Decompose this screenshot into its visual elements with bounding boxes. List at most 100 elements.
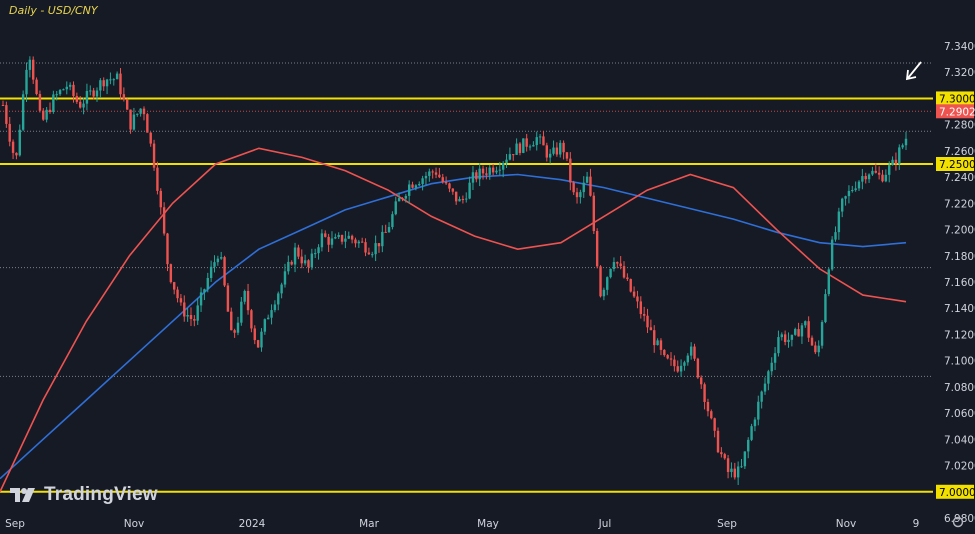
candle-body-199 bbox=[669, 358, 673, 360]
candle-body-127 bbox=[428, 171, 431, 176]
candle-body-223 bbox=[750, 426, 753, 440]
candle-body-194 bbox=[653, 330, 656, 346]
candle-body-188 bbox=[632, 291, 636, 297]
candle-body-136 bbox=[458, 199, 461, 202]
candle-body-175 bbox=[589, 176, 592, 196]
candle-body-112 bbox=[377, 243, 381, 247]
candle-body-83 bbox=[280, 284, 283, 294]
candle-body-249 bbox=[837, 211, 841, 233]
y-tick-label-14: 7.0600 bbox=[944, 408, 975, 420]
candle-body-216 bbox=[726, 458, 730, 472]
candle-body-11 bbox=[38, 94, 42, 111]
y-tick-label-6: 7.2200 bbox=[944, 198, 975, 210]
candle-body-30 bbox=[102, 80, 105, 87]
x-tick-label-2: 2024 bbox=[239, 518, 266, 530]
candle-body-77 bbox=[260, 331, 263, 348]
candle-body-204 bbox=[686, 355, 690, 363]
x-tick-label-1: Nov bbox=[124, 518, 145, 530]
candle-body-47 bbox=[159, 190, 162, 208]
candle-body-124 bbox=[418, 183, 421, 186]
tradingview-watermark: TradingView bbox=[8, 484, 158, 506]
candle-body-17 bbox=[58, 90, 62, 95]
candle-body-241 bbox=[810, 337, 814, 346]
candle-body-36 bbox=[122, 94, 126, 100]
candle-body-160 bbox=[538, 136, 542, 138]
candle-body-248 bbox=[834, 232, 837, 240]
candle-body-164 bbox=[552, 147, 555, 154]
candle-body-70 bbox=[236, 322, 240, 333]
candle-body-115 bbox=[387, 227, 391, 233]
candle-body-258 bbox=[867, 174, 871, 180]
candle-body-38 bbox=[129, 109, 132, 130]
candle-body-176 bbox=[592, 195, 596, 232]
candle-body-252 bbox=[847, 190, 851, 197]
candle-body-97 bbox=[327, 236, 330, 245]
candle-body-141 bbox=[475, 172, 478, 180]
candle-body-133 bbox=[448, 183, 451, 189]
candle-body-66 bbox=[223, 257, 226, 286]
candle-body-42 bbox=[142, 108, 146, 115]
candle-body-85 bbox=[287, 261, 290, 272]
candle-body-44 bbox=[149, 132, 152, 144]
candle-body-151 bbox=[508, 154, 512, 160]
candle-body-24 bbox=[82, 103, 85, 108]
y-tick-label-10: 7.1400 bbox=[944, 303, 975, 315]
y-tick-label-16: 7.0200 bbox=[944, 461, 975, 473]
candle-body-130 bbox=[438, 174, 441, 178]
candle-body-220 bbox=[740, 466, 743, 468]
candle-body-139 bbox=[468, 182, 471, 199]
time-axis: Sep Nov 2024 Mar May Jul Sep Nov 9 bbox=[5, 518, 919, 530]
candle-body-264 bbox=[888, 165, 891, 175]
candle-body-33 bbox=[112, 79, 115, 81]
candle-body-210 bbox=[706, 401, 710, 412]
candle-body-35 bbox=[119, 73, 122, 95]
candle-body-245 bbox=[824, 294, 827, 323]
candle-body-269 bbox=[904, 138, 908, 146]
candle-body-12 bbox=[42, 110, 45, 120]
candle-body-50 bbox=[169, 264, 173, 283]
candle-body-201 bbox=[676, 366, 679, 372]
candle-body-129 bbox=[434, 172, 438, 175]
candle-body-105 bbox=[354, 239, 357, 244]
candle-body-29 bbox=[99, 80, 102, 91]
candle-body-213 bbox=[716, 430, 720, 453]
price-tag-label-1: 7.2902 bbox=[939, 106, 975, 118]
y-tick-label-8: 7.1800 bbox=[944, 251, 975, 263]
candle-body-174 bbox=[585, 176, 589, 183]
candle-body-265 bbox=[891, 159, 894, 166]
candle-body-230 bbox=[773, 353, 777, 363]
candle-body-61 bbox=[206, 277, 209, 290]
candle-body-2 bbox=[8, 123, 11, 142]
candle-body-177 bbox=[595, 231, 599, 267]
candle-body-48 bbox=[162, 207, 166, 234]
candle-body-110 bbox=[371, 254, 374, 256]
candle-body-191 bbox=[642, 314, 646, 316]
y-tick-label-12: 7.1000 bbox=[944, 356, 975, 368]
candle-body-94 bbox=[317, 247, 320, 254]
candle-body-231 bbox=[777, 337, 780, 354]
candle-body-45 bbox=[152, 143, 156, 168]
candle-body-71 bbox=[240, 301, 243, 323]
candle-body-197 bbox=[663, 349, 666, 356]
candle-body-221 bbox=[743, 451, 747, 467]
candle-body-59 bbox=[199, 292, 203, 306]
candle-body-43 bbox=[146, 114, 149, 133]
y-tick-label-0: 7.3400 bbox=[944, 41, 975, 53]
candle-body-234 bbox=[787, 339, 790, 343]
candle-body-113 bbox=[381, 231, 384, 247]
candle-body-224 bbox=[753, 419, 757, 427]
candle-body-56 bbox=[189, 315, 193, 320]
candle-body-178 bbox=[599, 266, 602, 297]
candle-body-96 bbox=[324, 233, 327, 237]
candle-body-259 bbox=[871, 170, 874, 175]
candle-body-49 bbox=[166, 233, 169, 265]
candle-body-198 bbox=[666, 355, 669, 359]
candle-body-84 bbox=[283, 271, 287, 285]
candle-body-257 bbox=[864, 176, 867, 180]
candle-body-232 bbox=[780, 334, 783, 338]
candle-body-161 bbox=[542, 136, 545, 146]
candle-body-26 bbox=[89, 90, 92, 92]
candle-body-159 bbox=[535, 137, 538, 146]
candle-body-140 bbox=[471, 172, 475, 183]
